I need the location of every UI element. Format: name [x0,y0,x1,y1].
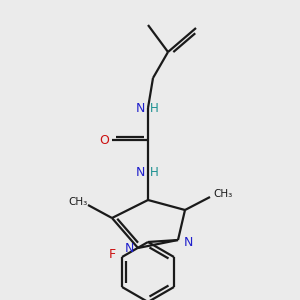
Text: N: N [135,166,145,178]
Text: O: O [99,134,109,146]
Text: F: F [109,248,116,262]
Text: H: H [150,101,158,115]
Text: H: H [150,166,158,178]
Text: N: N [183,236,193,250]
Text: CH₃: CH₃ [68,197,88,207]
Text: N: N [124,242,134,254]
Text: N: N [135,101,145,115]
Text: CH₃: CH₃ [213,189,232,199]
